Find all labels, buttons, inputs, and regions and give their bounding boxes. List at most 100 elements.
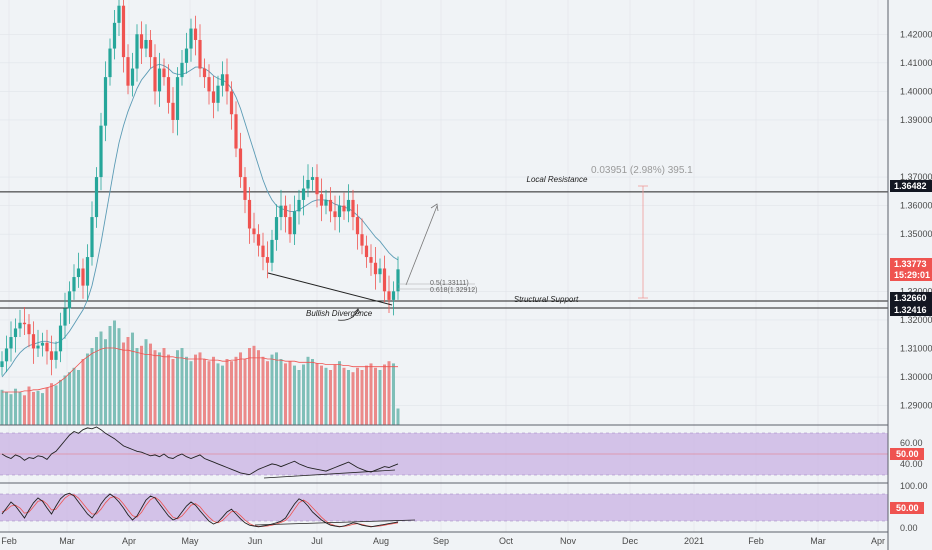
volume-bar [18, 392, 22, 425]
price-badge-label: 15:29:01 [894, 270, 930, 280]
price-badge-label: 1.33773 [894, 259, 927, 269]
candle-body [373, 262, 378, 275]
candle-body [198, 39, 202, 69]
candle-body [306, 179, 310, 189]
volume-bars [0, 320, 400, 425]
candle-body [103, 77, 108, 126]
candle-body [36, 345, 40, 349]
candle-body [315, 177, 319, 195]
volume-bar [140, 345, 143, 425]
rsi-pane[interactable] [0, 426, 888, 479]
price-badge-label: 1.36482 [894, 181, 927, 191]
fib-label-05: 0.5(1.33111) [430, 280, 469, 287]
stoch-trendline[interactable] [254, 519, 416, 526]
volume-bar [392, 363, 395, 425]
candle-body [108, 48, 112, 78]
volume-bar [234, 356, 238, 425]
candle-body [99, 125, 103, 178]
candle-body [288, 217, 292, 235]
volume-bar [108, 326, 112, 425]
x-tick-label: Feb [748, 536, 764, 546]
candle-body [157, 68, 162, 92]
candle-body [9, 337, 13, 349]
candle-body [184, 48, 189, 63]
candle-body [202, 68, 207, 78]
volume-bar [122, 342, 125, 425]
stochastic-pane[interactable] [0, 492, 888, 528]
y-tick-label: 1.32000 [900, 315, 932, 325]
candle-body [364, 245, 369, 258]
volume-bar [396, 408, 400, 425]
volume-bar [68, 372, 71, 425]
volume-bar [374, 367, 377, 425]
volume-bar [221, 365, 224, 425]
volume-bar [9, 394, 13, 425]
time-axis[interactable]: Feb Mar Apr May Jun Jul Aug Sep Oct Nov Dec 2021 Feb… [1, 536, 885, 546]
candle-body [351, 199, 355, 218]
candle-body [382, 268, 387, 292]
price-axis[interactable]: 1.42000 1.41000 1.40000 1.39000 1.37000 1.360… [900, 29, 932, 410]
rsi-divergence-trendline[interactable] [263, 469, 396, 479]
volume-bar [329, 370, 332, 425]
candle-body [333, 211, 337, 218]
y-tick-label: 1.37000 [900, 172, 932, 182]
volume-bar [311, 359, 314, 425]
volume-bar [171, 359, 175, 425]
candle-body [112, 22, 117, 49]
volume-bar [293, 365, 296, 425]
candle-body [211, 91, 216, 103]
candle-body [342, 205, 346, 212]
candle-body [166, 77, 171, 103]
candle-body [22, 322, 27, 325]
stoch-badge-label: 50.00 [896, 503, 919, 513]
candle-body [378, 268, 382, 275]
candle-body [180, 62, 184, 78]
volume-bar [50, 383, 53, 425]
divergence-arrow-head [354, 308, 361, 314]
candle-body [319, 194, 324, 206]
x-tick-label: Feb [1, 536, 17, 546]
volume-moving-average-line [2, 347, 398, 393]
volume-bar [284, 363, 287, 425]
x-tick-label: Oct [499, 536, 514, 546]
volume-bar [126, 337, 130, 425]
candle-body [63, 308, 67, 326]
price-badge [890, 180, 932, 192]
price-badge-label: 1.32660 [894, 293, 927, 303]
candle-body [94, 177, 99, 218]
candle-body [54, 351, 58, 360]
volume-bar [302, 364, 305, 425]
volume-bar [158, 352, 161, 425]
volume-bar [14, 388, 17, 425]
candle-body [369, 257, 373, 263]
x-tick-label: Jul [311, 536, 323, 546]
volume-bar [369, 363, 373, 425]
volume-bar [0, 389, 4, 425]
rsi-line [1, 426, 399, 476]
candle-body [13, 328, 18, 338]
volume-bar [95, 337, 98, 425]
candle-body [229, 91, 234, 115]
volume-bar [383, 364, 386, 425]
projection-arrow-line[interactable] [405, 205, 438, 286]
candle-body [216, 85, 220, 103]
volume-bar [36, 390, 40, 425]
candle-body [292, 211, 297, 235]
candle-body [175, 77, 180, 120]
divergence-trendline[interactable] [267, 272, 393, 306]
candle-body [171, 102, 175, 120]
rsi-tick-label: 40.00 [900, 459, 923, 469]
stoch-band [0, 494, 888, 521]
volume-bar [113, 320, 116, 425]
y-tick-label: 1.42000 [900, 29, 932, 39]
volume-bar [338, 361, 341, 425]
candle-body [45, 342, 49, 352]
volume-bar [297, 370, 301, 425]
candle-body [355, 217, 360, 235]
volume-bar [41, 393, 44, 425]
candle-body [162, 68, 166, 78]
stochastic-axis[interactable]: 100.00 0.00 50.00 [890, 481, 928, 533]
